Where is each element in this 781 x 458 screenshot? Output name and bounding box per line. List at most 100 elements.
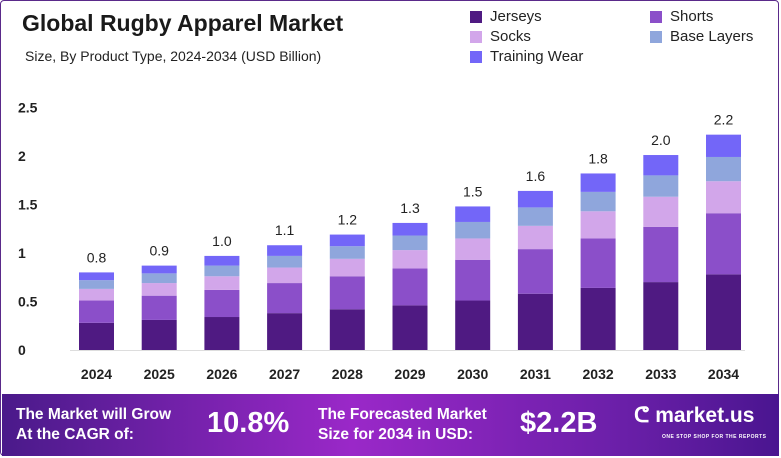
- x-tick-label: 2029: [394, 366, 425, 382]
- bar-segment-jerseys: [580, 287, 616, 350]
- bar-segment-base-layers: [79, 280, 114, 289]
- bar-segment-jerseys: [141, 319, 177, 350]
- bar-total-label: 1.0: [212, 233, 232, 249]
- bar-total-label: 1.2: [338, 212, 358, 228]
- y-tick-label: 1: [18, 245, 26, 261]
- logo-icon: ᕦ: [634, 404, 650, 427]
- legend-label: Shorts: [670, 8, 714, 25]
- bar-segment-socks: [706, 181, 741, 214]
- bar-segment-base-layers: [204, 265, 240, 277]
- y-tick-label: 2: [18, 148, 26, 164]
- bar-total-label: 1.1: [275, 222, 295, 238]
- forecast-value: $2.2B: [520, 407, 598, 439]
- bar-segment-training-wear: [141, 265, 177, 274]
- bar-segment-jerseys: [643, 282, 679, 350]
- bar-total-label: 0.8: [87, 249, 107, 265]
- bar-segment-jerseys: [329, 309, 365, 350]
- legend-item: Socks: [470, 28, 650, 45]
- legend-item: Shorts: [650, 8, 770, 25]
- bar-segment-socks: [392, 250, 428, 269]
- x-tick-label: 2031: [520, 366, 551, 382]
- x-tick-label: 2027: [269, 366, 300, 382]
- bar-total-label: 1.5: [463, 183, 483, 199]
- bar-segment-shorts: [204, 289, 240, 318]
- bar-total-label: 0.9: [149, 243, 169, 259]
- legend-label: Socks: [490, 28, 531, 45]
- chart-title: Global Rugby Apparel Market: [22, 10, 344, 36]
- bar-segment-shorts: [643, 226, 679, 283]
- x-tick-label: 2026: [206, 366, 237, 382]
- bar-segment-socks: [204, 276, 240, 290]
- bar-segment-base-layers: [580, 191, 616, 212]
- y-tick-label: 1.5: [18, 197, 38, 213]
- bar-segment-socks: [455, 238, 491, 260]
- legend-swatch: [650, 10, 662, 23]
- forecast-text-2: Size for 2034 in USD:: [318, 426, 474, 443]
- bar-segment-training-wear: [643, 155, 679, 176]
- bar-segment-training-wear: [329, 234, 365, 247]
- x-tick-label: 2032: [583, 366, 614, 382]
- x-tick-label: 2025: [144, 366, 175, 382]
- y-tick-label: 0: [18, 342, 26, 358]
- bar-segment-socks: [79, 288, 114, 301]
- legend-swatch: [650, 30, 662, 43]
- bar-total-label: 2.0: [651, 132, 671, 148]
- legend-label: Jerseys: [490, 8, 542, 25]
- x-tick-label: 2033: [645, 366, 676, 382]
- bar-segment-shorts: [141, 295, 177, 320]
- legend-item: Base Layers: [650, 28, 770, 45]
- bar-segment-shorts: [580, 238, 616, 288]
- legend: Jerseys Shorts Socks Base Layers Training We…: [470, 8, 770, 65]
- legend-label: Base Layers: [670, 28, 754, 45]
- legend-swatch: [470, 50, 482, 63]
- bar-segment-jerseys: [455, 300, 491, 350]
- x-tick-label: 2030: [457, 366, 488, 382]
- bar-segment-jerseys: [204, 317, 240, 350]
- bar-segment-base-layers: [329, 246, 365, 259]
- legend-item: Jerseys: [470, 8, 650, 25]
- bar-segment-base-layers: [392, 235, 428, 251]
- bar-segment-base-layers: [141, 273, 177, 284]
- bar-segment-jerseys: [79, 322, 114, 350]
- brand-logo: ᕦ market.us: [634, 404, 754, 428]
- bar-segment-base-layers: [455, 221, 491, 239]
- bar-segment-training-wear: [204, 255, 240, 266]
- bar-total-label: 2.2: [714, 112, 734, 128]
- bar-segment-socks: [329, 258, 365, 277]
- bar-segment-socks: [580, 211, 616, 239]
- bar-segment-training-wear: [580, 173, 616, 192]
- bar-segment-training-wear: [79, 272, 114, 281]
- chart-plot: 0 0.5 1 1.5 2 2.5 0.8 2024 0.9 2025 1.0 2026 1.1 2027…: [18, 100, 745, 382]
- bar-segment-base-layers: [267, 255, 303, 268]
- bar-segment-shorts: [267, 283, 303, 314]
- bar-segment-jerseys: [267, 313, 303, 350]
- bar-segment-training-wear: [455, 206, 491, 222]
- bar-segment-shorts: [329, 276, 365, 310]
- bar-segment-shorts: [79, 300, 114, 323]
- legend-swatch: [470, 10, 482, 23]
- bar-segment-shorts: [455, 259, 491, 301]
- bar-segment-base-layers: [706, 156, 741, 182]
- bar-total-label: 1.8: [588, 150, 608, 166]
- bar-segment-socks: [643, 196, 679, 227]
- legend-label: Training Wear: [490, 48, 584, 65]
- x-tick-label: 2028: [332, 366, 363, 382]
- bar-segment-training-wear: [517, 190, 553, 208]
- bar-segment-socks: [141, 283, 177, 296]
- bar-segment-base-layers: [517, 207, 553, 226]
- forecast-text-1: The Forecasted Market: [318, 406, 487, 423]
- cagr-value: 10.8%: [207, 407, 290, 439]
- brand-tagline: ONE STOP SHOP FOR THE REPORTS: [662, 434, 767, 440]
- bar-total-label: 1.6: [526, 168, 546, 184]
- bar-segment-shorts: [392, 268, 428, 306]
- bar-total-label: 1.3: [400, 200, 420, 216]
- bar-segment-jerseys: [706, 274, 741, 350]
- bar-segment-socks: [517, 225, 553, 250]
- y-tick-label: 2.5: [18, 100, 38, 116]
- footer-banner: The Market will Grow At the CAGR of: 10.8…: [2, 394, 779, 456]
- x-tick-label: 2034: [708, 366, 739, 382]
- brand-name: market.us: [655, 404, 755, 427]
- bar-segment-training-wear: [706, 134, 741, 157]
- bar-segment-training-wear: [267, 245, 303, 256]
- x-tick-label: 2024: [81, 366, 112, 382]
